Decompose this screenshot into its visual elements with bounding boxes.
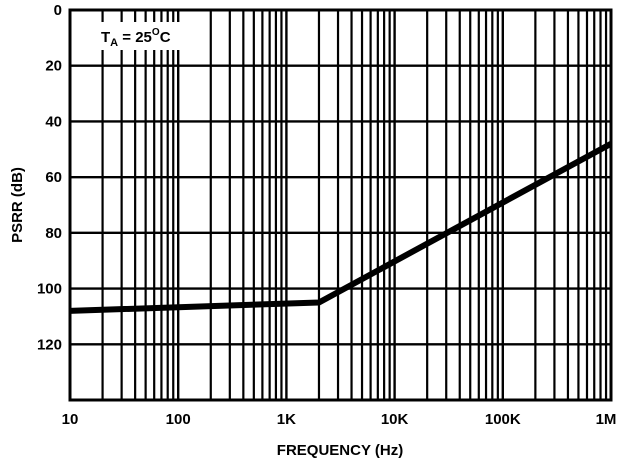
y-tick-label: 40 (45, 113, 62, 130)
y-tick-labels: 0 20 40 60 80 100 120 (37, 2, 62, 353)
x-tick-label: 10 (62, 411, 79, 428)
minor-grid (101, 10, 608, 400)
x-tick-label: 1K (277, 411, 296, 428)
y-tick-label: 100 (37, 281, 62, 298)
major-grid (68, 10, 613, 400)
x-tick-labels: 10 100 1K 10K 100K 1M (62, 411, 617, 428)
y-tick-label: 0 (54, 2, 62, 19)
annotation-t: T (101, 29, 110, 46)
y-axis-title: PSRR (dB) (9, 167, 26, 243)
annotation-degree: O (152, 27, 160, 38)
plot-frame (68, 8, 613, 402)
annotation-value: = 25 (118, 29, 152, 46)
x-tick-label: 1M (596, 411, 617, 428)
temperature-annotation: TA = 25OC (101, 27, 171, 49)
annotation-box (96, 22, 192, 50)
x-tick-label: 100K (485, 411, 521, 428)
y-tick-label: 20 (45, 58, 62, 75)
psrr-curve (69, 141, 613, 314)
x-tick-label: 10K (381, 411, 409, 428)
series-layer (69, 141, 613, 314)
annotation-unit: C (160, 29, 171, 46)
x-tick-label: 100 (166, 411, 191, 428)
y-tick-label: 60 (45, 169, 62, 186)
x-axis-title: FREQUENCY (Hz) (277, 442, 403, 459)
y-tick-label: 120 (37, 336, 62, 353)
y-tick-label: 80 (45, 225, 62, 242)
annotation-subscript: A (110, 37, 118, 49)
